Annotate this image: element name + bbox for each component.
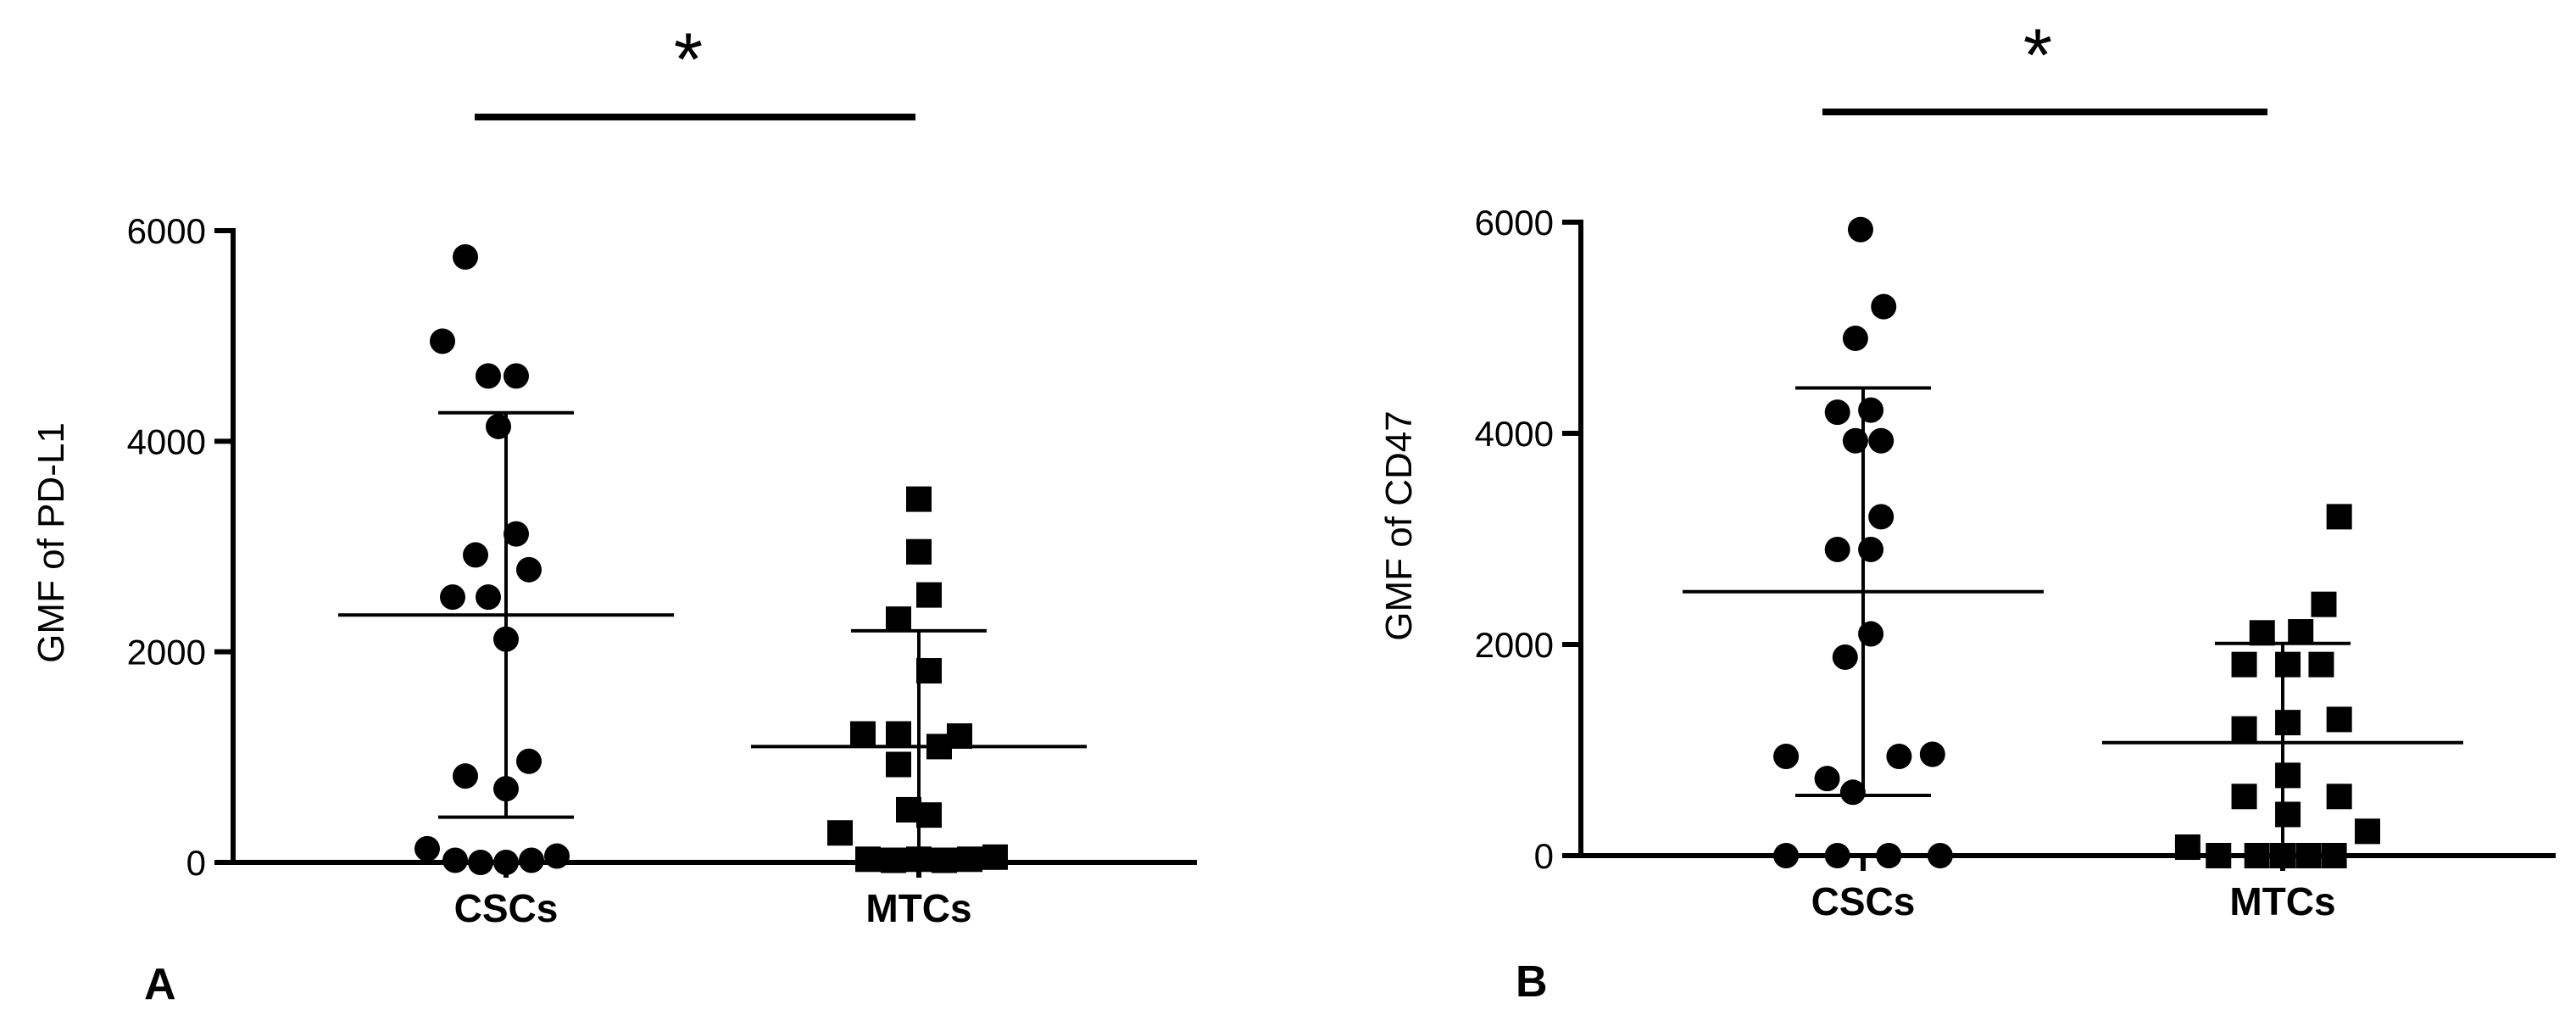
data-point-circle [1814, 766, 1840, 792]
data-point-square [982, 844, 1008, 870]
data-point-square [2275, 762, 2301, 789]
data-point-square [886, 606, 911, 633]
panel-letter: A [144, 960, 176, 1009]
data-point-square [2231, 784, 2257, 810]
data-point-circle [414, 835, 440, 862]
data-point-square [2206, 843, 2232, 868]
data-point-square [2231, 716, 2257, 742]
data-point-square [2321, 843, 2347, 868]
data-point-circle [1919, 741, 1945, 767]
data-point-square [881, 847, 906, 873]
data-point-circle [1773, 843, 1800, 868]
data-point-square [2231, 651, 2257, 678]
y-tick-label: 6000 [127, 211, 206, 251]
data-point-square [855, 846, 881, 873]
data-point-circle [516, 748, 542, 774]
y-tick-label: 0 [1534, 836, 1554, 876]
significance-marker: * [2023, 13, 2052, 97]
data-point-circle [1824, 843, 1850, 868]
y-tick-label: 2000 [127, 633, 206, 672]
data-point-circle [453, 763, 478, 789]
data-point-square [886, 751, 911, 778]
x-category-label: MTCs [2229, 879, 2335, 923]
data-point-square [886, 721, 911, 747]
y-axis-title: GMF of PD-L1 [31, 422, 72, 663]
data-point-square [957, 846, 982, 873]
data-point-circle [1842, 325, 1868, 351]
data-point-circle [1868, 427, 1894, 454]
data-point-square [2275, 651, 2301, 678]
y-tick-label: 2000 [1475, 625, 1554, 665]
data-point-circle [476, 584, 501, 611]
data-point-circle [1824, 399, 1850, 426]
data-point-circle [476, 363, 501, 389]
data-point-square [947, 723, 972, 749]
data-point-square [2275, 710, 2301, 736]
series-mtcs [751, 486, 1087, 873]
data-point-circle [453, 244, 478, 271]
y-tick-label: 4000 [127, 421, 206, 461]
data-point-circle [1886, 743, 1912, 769]
data-point-square [2295, 843, 2322, 868]
data-point-circle [504, 521, 529, 547]
data-point-square [2354, 818, 2380, 845]
data-point-circle [1927, 843, 1953, 868]
data-point-circle [516, 556, 542, 583]
data-point-circle [1871, 293, 1897, 320]
panel-letter: B [1516, 957, 1548, 1007]
data-point-circle [463, 542, 488, 568]
data-point-square [2326, 706, 2352, 733]
data-point-square [850, 721, 876, 747]
data-point-circle [1868, 504, 1894, 530]
data-point-square [2326, 504, 2352, 530]
data-point-square [2249, 620, 2275, 646]
data-point-square [2308, 651, 2334, 678]
panel-b: 0 2000 4000 6000 GMF of CD47 CSCs MTCs * B [1378, 13, 2556, 1007]
data-point-circle [468, 850, 493, 875]
data-point-circle [1773, 743, 1800, 769]
x-category-label: MTCs [865, 886, 971, 930]
series-mtcs [2102, 504, 2463, 868]
x-category-label: CSCs [1811, 879, 1916, 923]
data-point-circle [1876, 843, 1902, 868]
significance-marker: * [674, 17, 703, 101]
series-cscs [338, 244, 674, 875]
data-point-circle [430, 328, 455, 354]
y-tick-label: 0 [186, 843, 206, 883]
data-point-square [2174, 834, 2200, 861]
data-point-square [2288, 619, 2314, 645]
data-point-circle [442, 847, 468, 873]
data-point-circle [1832, 644, 1858, 670]
data-point-circle [519, 847, 544, 873]
data-point-circle [504, 363, 529, 389]
data-point-square [2326, 784, 2352, 810]
data-point-circle [1839, 779, 1866, 806]
data-point-square [906, 538, 932, 565]
data-point-square [2244, 843, 2270, 868]
data-point-circle [544, 843, 570, 869]
x-category-label: CSCs [454, 886, 559, 930]
data-point-square [906, 486, 932, 512]
y-tick-label: 6000 [1475, 203, 1554, 243]
data-point-square [2311, 591, 2337, 617]
data-point-circle [440, 584, 465, 611]
data-point-square [2275, 801, 2301, 828]
data-point-circle [1824, 536, 1850, 562]
series-cscs [1683, 216, 2044, 868]
data-point-square [827, 820, 853, 846]
data-point-circle [493, 850, 519, 875]
y-tick-label: 4000 [1475, 414, 1554, 454]
panel-a: 0 2000 4000 6000 GMF of PD-L1 CSCs MTCs * A [31, 17, 1197, 1009]
data-point-square [932, 847, 957, 873]
y-axis-title: GMF of CD47 [1378, 410, 1420, 640]
data-point-circle [1847, 216, 1873, 243]
data-point-square [916, 582, 942, 608]
